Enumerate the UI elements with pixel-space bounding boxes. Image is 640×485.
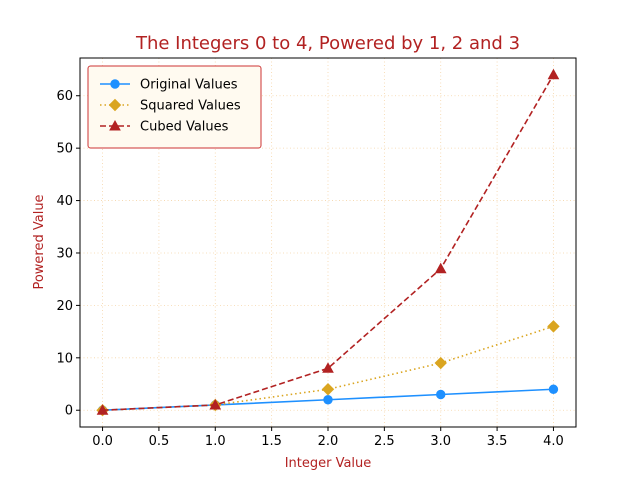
legend-label: Original Values [140, 78, 238, 93]
data-point [436, 389, 446, 400]
grid [80, 58, 576, 427]
data-point [548, 384, 559, 394]
data-point [434, 262, 447, 274]
x-tick-label: 0.5 [149, 434, 170, 449]
y-tick-label: 10 [56, 351, 73, 366]
data-point [323, 395, 333, 405]
y-tick-label: 50 [56, 142, 73, 157]
legend-marker [109, 119, 121, 131]
data-point [434, 356, 447, 370]
x-tick-label: 2.0 [318, 434, 339, 449]
legend-label: Squared Values [140, 99, 241, 114]
data-point [322, 362, 334, 373]
chart-title: The Integers 0 to 4, Powered by 1, 2 and… [135, 33, 520, 54]
x-tick-label: 0.0 [92, 434, 113, 449]
legend: Original Values Squared Values Cubed Value… [87, 65, 262, 149]
legend-label: Cubed Values [140, 120, 229, 135]
legend-item: Squared Values [100, 99, 241, 114]
x-tick-label: 3.0 [430, 434, 451, 449]
x-tick-label: 1.0 [205, 434, 226, 449]
series-3 [96, 68, 560, 415]
legend-item: Cubed Values [100, 120, 229, 135]
data-point [209, 398, 222, 410]
x-tick-label: 4.0 [543, 434, 564, 449]
x-tick-label: 2.5 [374, 434, 395, 449]
data-point [547, 320, 560, 333]
x-axis-label: Integer Value [285, 456, 372, 471]
axis-ticks: 0.0 0.5 1.0 1.5 2.0 2.5 3.0 3.5 4.0 0 10 20 30 40 50 60 [56, 89, 563, 449]
legend-box [87, 65, 262, 149]
x-tick-label: 1.5 [261, 434, 282, 449]
data-point [321, 383, 335, 396]
data-point [547, 68, 560, 80]
y-axis-label: Powered Value [32, 194, 47, 289]
data-point [96, 404, 109, 415]
legend-item: Original Values [100, 78, 238, 93]
y-tick-label: 40 [56, 194, 73, 209]
y-tick-label: 30 [56, 246, 73, 261]
legend-marker [108, 98, 122, 112]
x-tick-label: 3.5 [487, 434, 508, 449]
y-tick-label: 60 [56, 89, 73, 104]
legend-marker [110, 79, 120, 89]
y-tick-label: 0 [65, 404, 73, 419]
series-line [102, 74, 555, 412]
y-tick-label: 20 [56, 299, 73, 314]
series-group [96, 68, 560, 417]
